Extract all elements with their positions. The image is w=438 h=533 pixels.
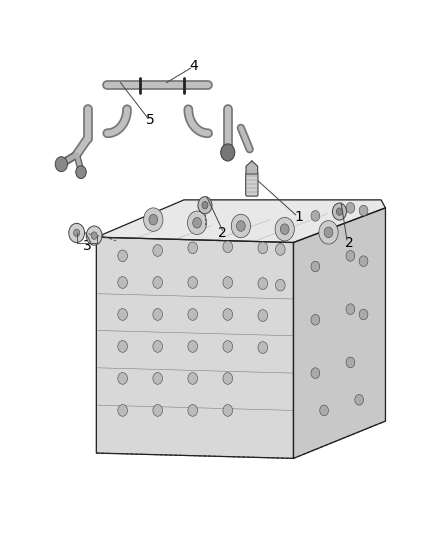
Circle shape: [223, 277, 233, 288]
Circle shape: [149, 214, 158, 225]
Circle shape: [311, 368, 320, 378]
Circle shape: [118, 250, 127, 262]
Polygon shape: [96, 237, 293, 458]
Circle shape: [188, 277, 198, 288]
Circle shape: [223, 373, 233, 384]
Circle shape: [153, 309, 162, 320]
Polygon shape: [293, 208, 385, 458]
Circle shape: [280, 224, 289, 235]
Circle shape: [118, 309, 127, 320]
Circle shape: [187, 211, 207, 235]
Circle shape: [153, 277, 162, 288]
Circle shape: [198, 197, 212, 214]
Circle shape: [86, 226, 102, 245]
Circle shape: [193, 217, 201, 228]
Circle shape: [346, 304, 355, 314]
Circle shape: [276, 279, 285, 291]
Text: 2: 2: [218, 227, 227, 240]
FancyBboxPatch shape: [246, 173, 258, 196]
Circle shape: [359, 256, 368, 266]
Circle shape: [223, 309, 233, 320]
Circle shape: [55, 157, 67, 172]
Polygon shape: [96, 200, 385, 243]
Circle shape: [276, 244, 285, 255]
Circle shape: [223, 341, 233, 352]
Circle shape: [188, 405, 198, 416]
Circle shape: [324, 227, 333, 238]
Circle shape: [223, 241, 233, 253]
Circle shape: [91, 232, 97, 239]
Circle shape: [144, 208, 163, 231]
Circle shape: [188, 309, 198, 320]
Circle shape: [118, 373, 127, 384]
Circle shape: [258, 242, 268, 254]
Circle shape: [258, 310, 268, 321]
Circle shape: [188, 341, 198, 352]
Circle shape: [258, 342, 268, 353]
Circle shape: [355, 394, 364, 405]
Circle shape: [332, 203, 346, 220]
Circle shape: [69, 223, 85, 243]
Circle shape: [320, 405, 328, 416]
Circle shape: [153, 245, 162, 256]
Text: 4: 4: [190, 59, 198, 73]
Circle shape: [346, 357, 355, 368]
Circle shape: [118, 341, 127, 352]
Text: 3: 3: [83, 239, 92, 253]
Circle shape: [188, 242, 198, 254]
Circle shape: [74, 229, 80, 237]
Circle shape: [258, 278, 268, 289]
Circle shape: [223, 405, 233, 416]
Circle shape: [311, 314, 320, 325]
Circle shape: [118, 405, 127, 416]
Text: 5: 5: [146, 114, 155, 127]
Circle shape: [76, 166, 86, 179]
Circle shape: [202, 201, 208, 209]
Circle shape: [275, 217, 294, 241]
Text: 1: 1: [294, 210, 303, 224]
Circle shape: [153, 405, 162, 416]
Circle shape: [221, 144, 235, 161]
Circle shape: [346, 251, 355, 261]
Circle shape: [311, 261, 320, 272]
Circle shape: [319, 221, 338, 244]
Circle shape: [188, 373, 198, 384]
Circle shape: [359, 309, 368, 320]
Circle shape: [336, 208, 343, 215]
Circle shape: [153, 373, 162, 384]
Circle shape: [359, 205, 368, 216]
Polygon shape: [246, 161, 258, 174]
Circle shape: [237, 221, 245, 231]
Circle shape: [153, 341, 162, 352]
Circle shape: [346, 203, 355, 213]
Text: 2: 2: [345, 236, 354, 250]
Circle shape: [118, 277, 127, 288]
Circle shape: [231, 214, 251, 238]
Circle shape: [311, 211, 320, 221]
